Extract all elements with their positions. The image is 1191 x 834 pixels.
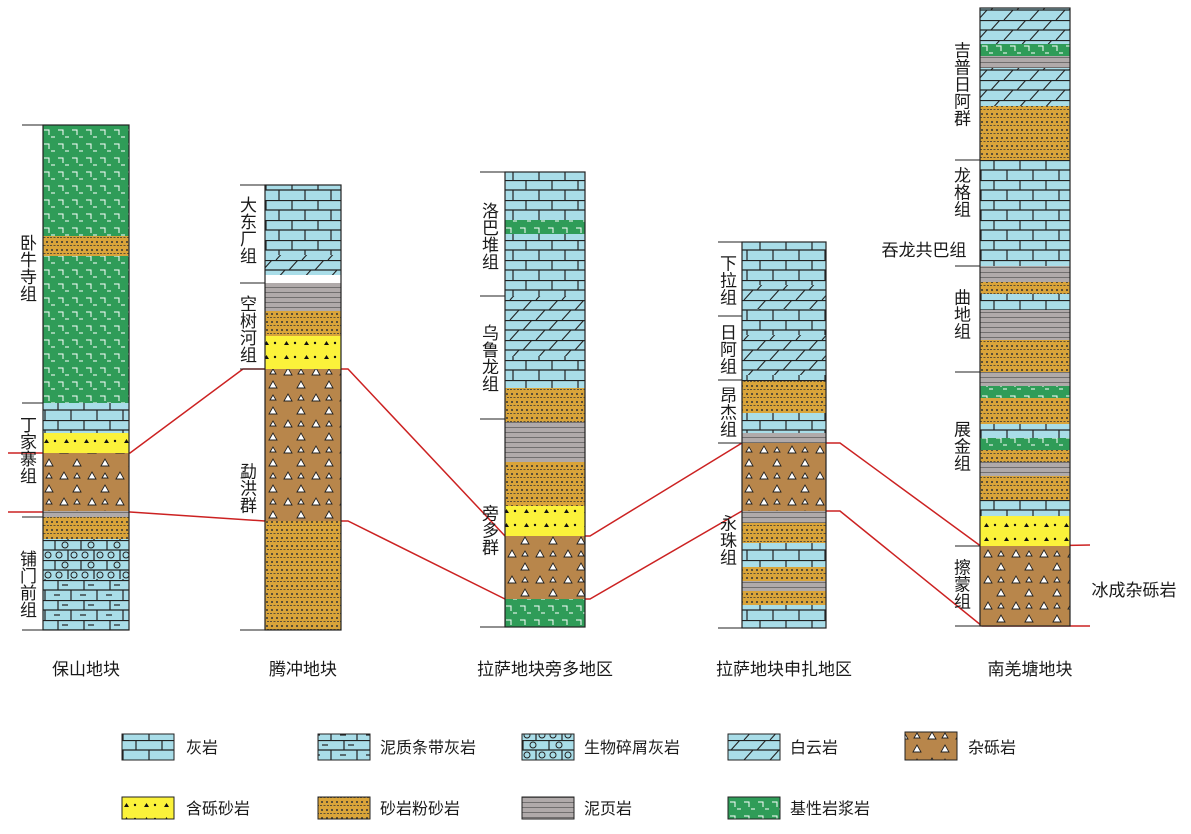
unit-label: 洛巴堆组	[478, 202, 499, 270]
legend: 灰岩 泥质条带灰岩 生物碎屑灰岩 白云岩 杂砾岩 含砾砂岩 砂岩粉砂岩 泥页岩	[121, 731, 1016, 820]
annotation-glacial-diamictite: 冰成杂砾岩	[1092, 581, 1177, 601]
unit-label: 丁家寨组	[16, 416, 37, 484]
column-tengchong	[240, 184, 342, 631]
column-title: 保山地块	[52, 660, 120, 680]
legend-item-diamictite: 杂砾岩	[904, 731, 1016, 761]
unit-label: 铺门前组	[16, 550, 37, 618]
unit-label: 吉普日阿群	[950, 41, 971, 126]
unit-label: 昂杰组	[716, 386, 737, 437]
unit-label: 龙格组	[950, 166, 971, 217]
unit-label: 展金组	[950, 421, 971, 472]
unit-label: 曲地组	[950, 288, 971, 339]
unit-label: 大东厂组	[236, 196, 257, 264]
legend-item-sandstone-siltstone: 砂岩粉砂岩	[317, 796, 460, 820]
column-title: 南羌塘地块	[988, 660, 1073, 680]
column-title: 拉萨地块申扎地区	[716, 660, 852, 680]
svg-text:杂砾岩: 杂砾岩	[968, 738, 1016, 757]
svg-text:含砾砂岩: 含砾砂岩	[186, 799, 250, 818]
legend-item-argillaceous-banded-limestone: 泥质条带灰岩	[317, 733, 476, 761]
svg-text:泥页岩: 泥页岩	[584, 799, 632, 818]
svg-text:生物碎屑灰岩: 生物碎屑灰岩	[584, 738, 680, 757]
unit-label: 吞龙共巴组	[882, 241, 967, 261]
svg-text:砂岩粉砂岩: 砂岩粉砂岩	[380, 799, 460, 818]
unit-label: 乌鲁龙组	[478, 324, 499, 392]
unit-label: 永珠组	[716, 514, 737, 565]
unit-label: 擦蒙组	[950, 558, 971, 609]
legend-item-pebbly-sandstone: 含砾砂岩	[121, 796, 250, 820]
svg-text:灰岩: 灰岩	[186, 738, 218, 757]
unit-label: 下拉组	[716, 255, 737, 306]
unit-label: 空树河组	[236, 295, 257, 363]
unit-label: 日阿组	[716, 324, 737, 375]
legend-item-shale: 泥页岩	[521, 796, 632, 820]
column-lhasa-shenzha	[718, 241, 827, 629]
legend-item-dolomite: 白云岩	[727, 733, 838, 761]
column-title: 拉萨地块旁多地区	[477, 660, 613, 680]
svg-text:泥质条带灰岩: 泥质条带灰岩	[380, 738, 476, 757]
column-south-qiangtang	[955, 7, 1071, 627]
legend-item-limestone: 灰岩	[121, 733, 218, 761]
svg-text:基性岩浆岩: 基性岩浆岩	[790, 799, 870, 818]
unit-label: 勐洪群	[236, 462, 257, 513]
legend-item-basalt: 基性岩浆岩	[727, 796, 870, 820]
column-baoshan	[22, 124, 130, 631]
column-title: 腾冲地块	[269, 660, 337, 680]
column-lhasa-pangduo	[480, 171, 586, 628]
unit-label: 旁多群	[478, 504, 499, 555]
svg-text:白云岩: 白云岩	[790, 738, 838, 757]
unit-label: 卧牛寺组	[16, 234, 37, 302]
legend-item-bioclastic-limestone: 生物碎屑灰岩	[521, 733, 680, 761]
